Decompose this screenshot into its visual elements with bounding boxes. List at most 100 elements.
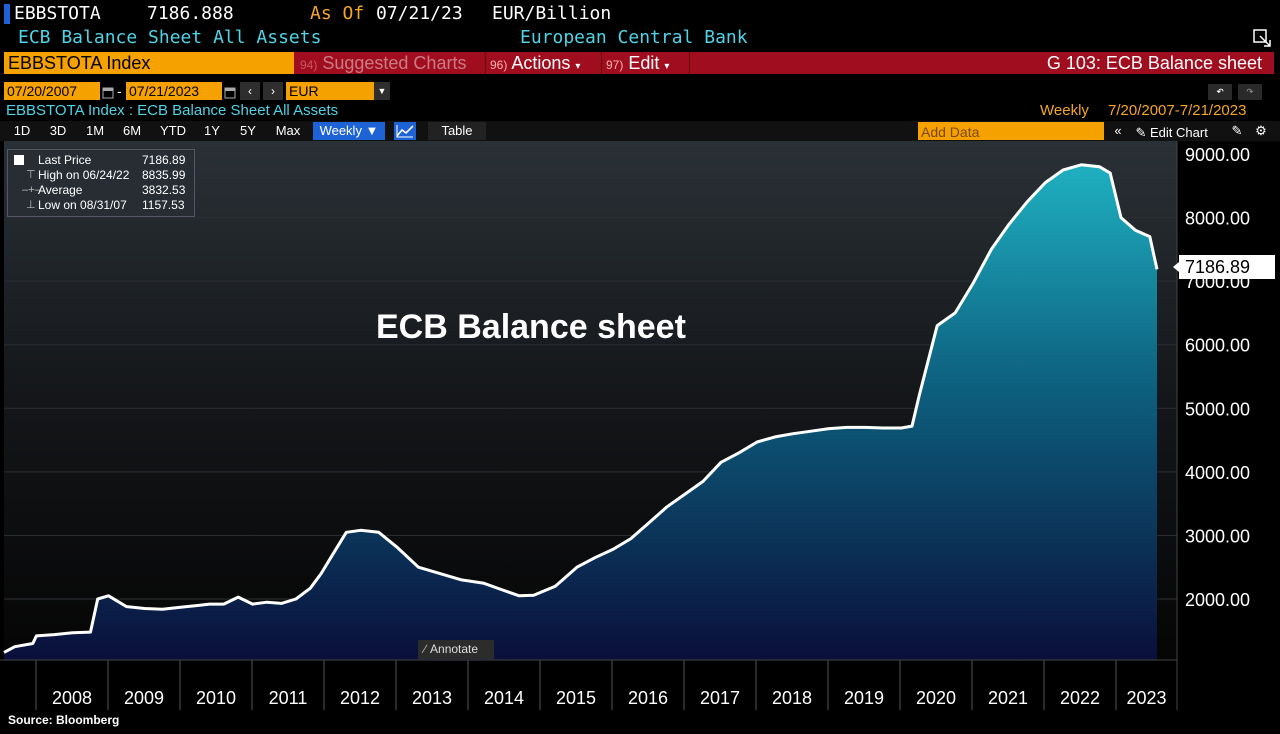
x-axis-ticks: 2008 2009 2010 2011 2012 2013 2014 2015 2016 2017… <box>35 660 1167 710</box>
period-1m[interactable]: 1M <box>85 123 105 138</box>
y-axis-ticks: 2000.003000.004000.005000.006000.007000.… <box>1185 145 1250 610</box>
pencil-icon: ∕ <box>424 642 427 656</box>
low-marker-icon: ⊥ <box>26 199 36 211</box>
last-value-text: 7186.89 <box>1185 257 1251 277</box>
source-footer: Source: Bloomberg <box>8 713 120 727</box>
bar-divider <box>485 52 486 74</box>
legend-last-value: 7186.89 <box>142 153 186 167</box>
legend-high-value: 8835.99 <box>142 168 186 182</box>
x-tick-label: 2009 <box>124 688 164 708</box>
pencil-icon: ✎ <box>1135 125 1147 140</box>
start-date-input[interactable]: 07/20/2007 <box>4 82 100 100</box>
calendar-icon[interactable] <box>102 84 114 99</box>
high-marker-icon: ⊤ <box>26 169 36 181</box>
table-button[interactable]: Table <box>428 122 486 140</box>
x-tick-label: 2016 <box>628 688 668 708</box>
balance-sheet-chart[interactable]: 2000.003000.004000.005000.006000.007000.… <box>0 141 1280 710</box>
edit-label: Edit <box>628 53 660 73</box>
balance-sheet-line <box>3 163 1159 654</box>
x-tick-label: 2015 <box>556 688 596 708</box>
period-5y[interactable]: 5Y <box>240 123 256 138</box>
x-tick-label: 2011 <box>269 688 308 708</box>
period-1d[interactable]: 1D <box>13 123 31 138</box>
bar-divider <box>601 52 602 74</box>
collapse-icon[interactable]: « <box>1114 123 1122 138</box>
unit-label: EUR/Billion <box>492 3 612 24</box>
legend-high-label: High on 06/24/22 <box>38 168 130 182</box>
calendar-icon[interactable] <box>224 84 236 99</box>
date-range-label: 7/20/2007-7/21/2023 <box>1108 102 1247 119</box>
gear-icon[interactable]: ⚙ <box>1255 123 1267 138</box>
chart-title: ECB Balance sheet <box>376 308 686 346</box>
ticker-symbol: EBBSTOTA <box>14 3 101 24</box>
x-tick-label: 2019 <box>844 688 884 708</box>
edit-menu-button[interactable]: 97) Edit ▾ <box>606 52 686 74</box>
chart-legend: Last Price 7186.89 ⊤ High on 06/24/22 88… <box>7 149 195 217</box>
actions-number: 96) <box>490 58 508 72</box>
x-tick-label: 2020 <box>916 688 956 708</box>
legend-high-row: ⊤ High on 06/24/22 8835.99 <box>8 168 194 183</box>
balance-sheet-area <box>4 164 1157 661</box>
source-organization: European Central Bank <box>520 27 748 48</box>
undo-icon[interactable]: ↶ <box>1208 84 1232 100</box>
chart-security-label: EBBSTOTA Index : ECB Balance Sheet All A… <box>6 102 339 119</box>
redo-icon[interactable]: ↷ <box>1238 84 1262 100</box>
edit-chart-label: Edit Chart <box>1150 125 1208 140</box>
suggested-charts-button[interactable]: 94) Suggested Charts <box>300 52 480 74</box>
currency-dropdown-icon[interactable]: ▼ <box>374 82 390 100</box>
edit-chart-button[interactable]: ✎ Edit Chart <box>1132 122 1224 140</box>
legend-swatch-icon <box>14 155 24 165</box>
ticker-indicator <box>4 4 10 24</box>
y-tick-label: 4000.00 <box>1185 463 1250 483</box>
popout-icon[interactable] <box>1252 28 1272 48</box>
date-separator: - <box>117 83 122 99</box>
x-tick-label: 2008 <box>52 688 92 708</box>
next-period-button[interactable]: › <box>263 82 283 100</box>
currency-select[interactable]: EUR <box>286 82 374 100</box>
legend-last-row: Last Price 7186.89 <box>8 153 194 168</box>
legend-average-value: 3832.53 <box>142 183 186 197</box>
period-max[interactable]: Max <box>275 123 301 138</box>
y-tick-label: 9000.00 <box>1185 145 1250 165</box>
previous-period-button[interactable]: ‹ <box>240 82 260 100</box>
x-tick-label: 2022 <box>1060 688 1100 708</box>
y-tick-label: 2000.00 <box>1185 590 1250 610</box>
command-bar <box>4 52 1274 74</box>
y-tick-label: 6000.00 <box>1185 336 1250 356</box>
average-marker-icon: –+– <box>22 184 41 196</box>
security-input[interactable]: EBBSTOTA Index <box>4 52 294 74</box>
period-1y[interactable]: 1Y <box>204 123 220 138</box>
legend-low-row: ⊥ Low on 08/31/07 1157.53 <box>8 198 194 213</box>
legend-low-value: 1157.53 <box>142 198 185 212</box>
add-data-placeholder: Add Data <box>921 124 980 140</box>
annotate-button[interactable]: ∕ Annotate <box>418 640 494 659</box>
x-tick-label: 2018 <box>772 688 812 708</box>
legend-last-label: Last Price <box>38 153 92 167</box>
add-data-input[interactable]: Add Data <box>918 122 1104 140</box>
frequency-label: Weekly <box>1040 102 1089 119</box>
bar-divider <box>689 52 690 74</box>
annotate-label: Annotate <box>430 642 479 656</box>
y-tick-label: 3000.00 <box>1185 526 1250 546</box>
suggested-charts-label: Suggested Charts <box>322 53 467 73</box>
legend-average-row: –+– Average 3832.53 <box>8 183 194 198</box>
frequency-dropdown[interactable]: Weekly ▼ <box>313 122 385 140</box>
actions-menu-button[interactable]: 96) Actions ▾ <box>490 52 600 74</box>
edit-number: 97) <box>606 58 624 72</box>
edit-settings-icon[interactable]: ✎ <box>1231 123 1243 138</box>
x-tick-label: 2013 <box>412 688 452 708</box>
period-ytd[interactable]: YTD <box>160 123 186 138</box>
chevron-down-icon: ▾ <box>664 61 670 72</box>
x-tick-label: 2017 <box>700 688 740 708</box>
line-chart-icon[interactable] <box>394 122 416 140</box>
suggested-charts-number: 94) <box>300 58 318 72</box>
period-3d[interactable]: 3D <box>49 123 67 138</box>
period-6m[interactable]: 6M <box>122 123 142 138</box>
as-of-label: As Of <box>310 3 365 24</box>
x-tick-label: 2014 <box>484 688 524 708</box>
y-tick-label: 8000.00 <box>1185 209 1250 229</box>
end-date-input[interactable]: 07/21/2023 <box>126 82 222 100</box>
last-price: 7186.888 <box>147 3 234 24</box>
x-tick-label: 2010 <box>196 688 236 708</box>
security-description: ECB Balance Sheet All Assets <box>18 27 322 48</box>
